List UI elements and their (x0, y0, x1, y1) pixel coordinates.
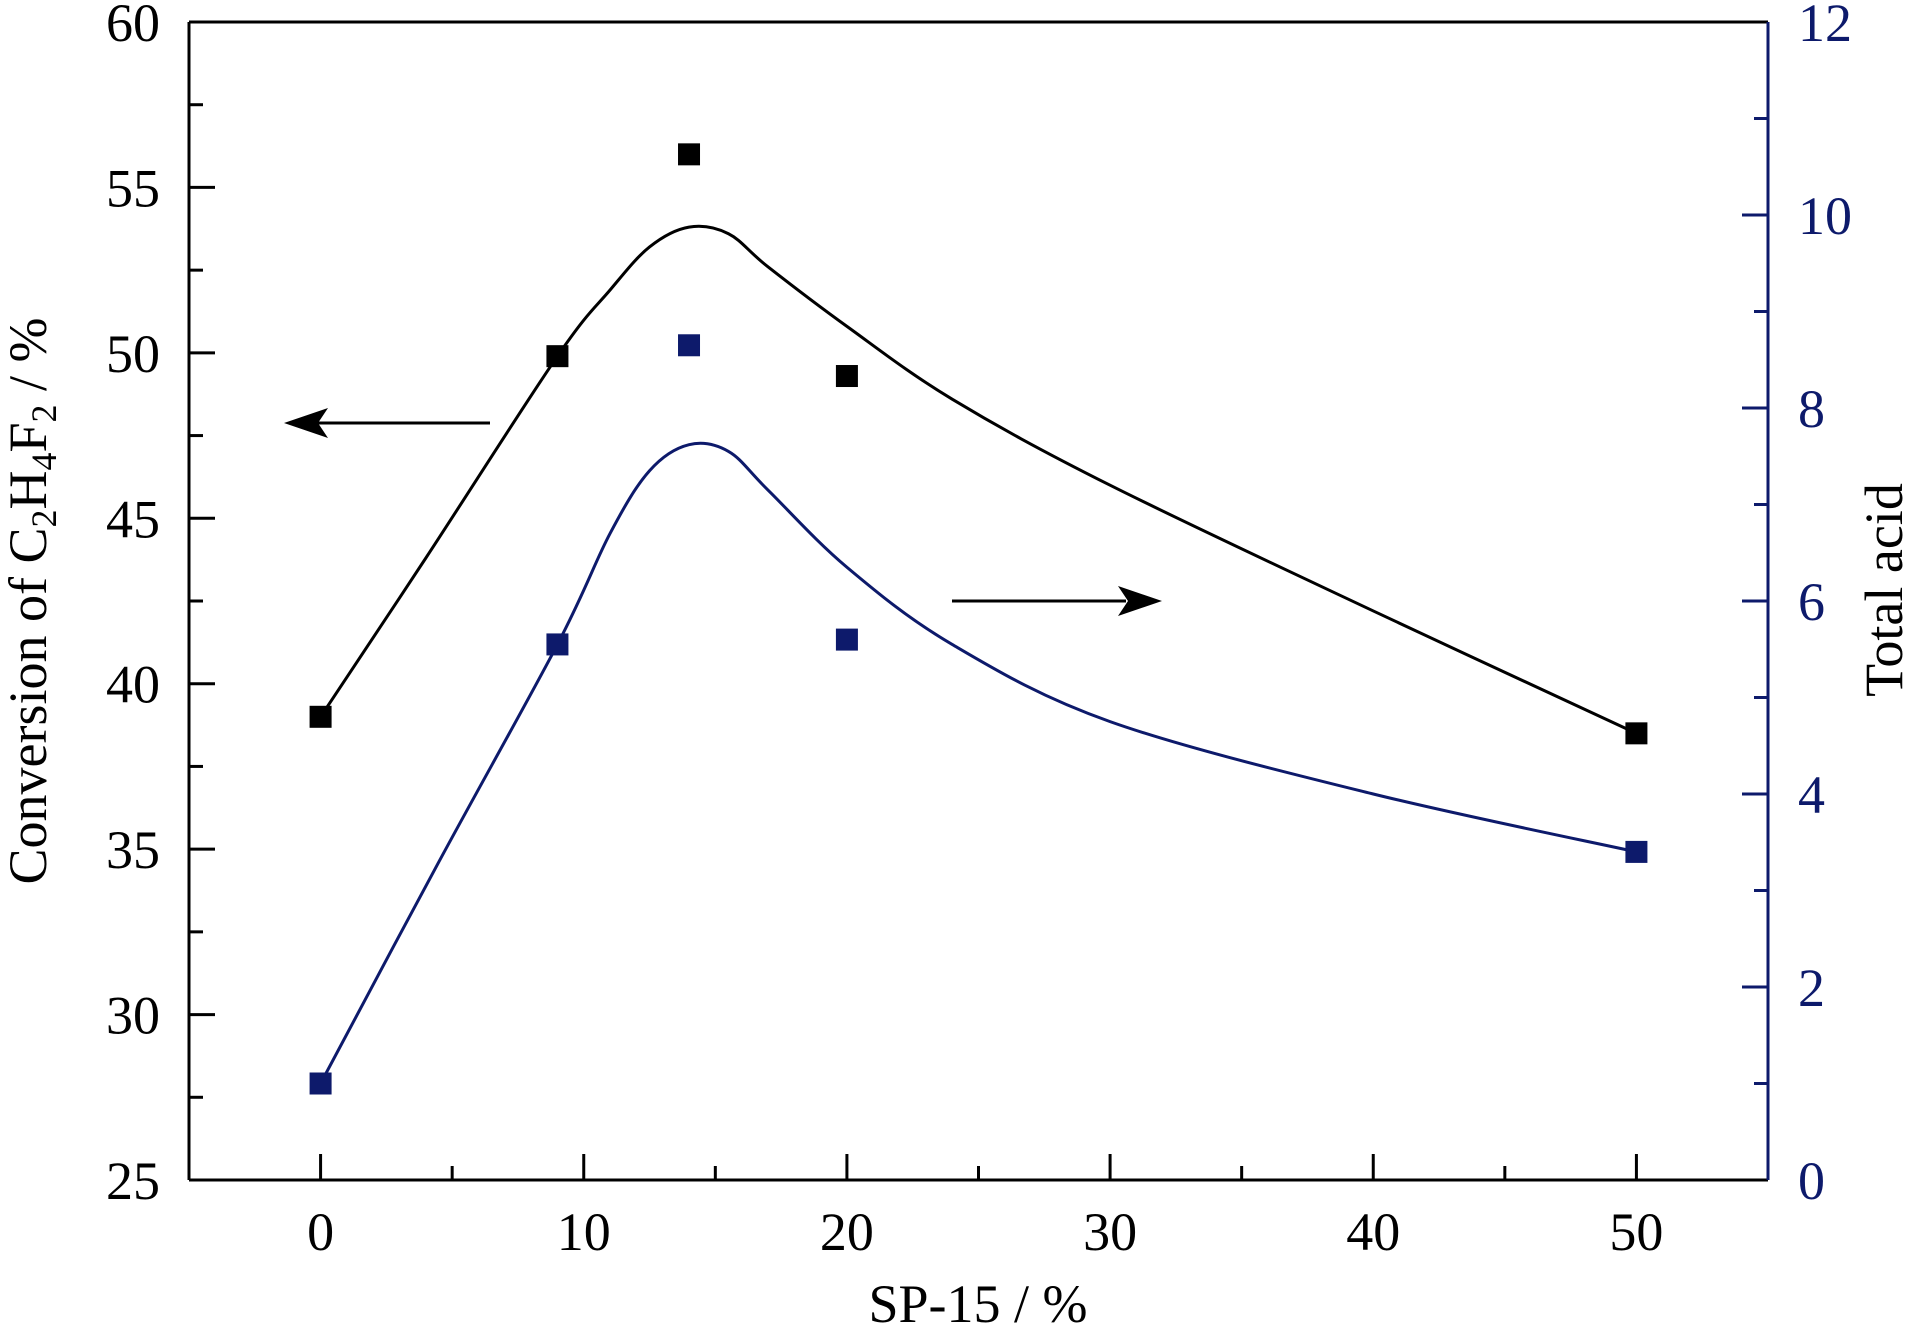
y-left-tick-label: 60 (106, 0, 160, 53)
points-layer (309, 143, 1648, 1095)
ylabel-tail: / % (0, 317, 58, 404)
x-tick-label: 0 (307, 1202, 334, 1262)
y-left-tick-label: 50 (106, 324, 160, 384)
series-1-curve (319, 224, 1638, 735)
series-2-point-1 (309, 1072, 332, 1095)
ylabel-sub2: 4 (24, 453, 64, 471)
x-tick-label: 40 (1346, 1202, 1400, 1262)
ylabel-mid1: H (0, 471, 58, 510)
series-2-point-5 (1625, 840, 1648, 863)
y-left-tick-label: 45 (106, 489, 160, 549)
x-tick-label: 30 (1083, 1202, 1137, 1262)
x-axis-title: SP-15 / % (868, 1274, 1087, 1332)
series-2-point-4 (835, 628, 858, 651)
y-right-tick-label: 12 (1798, 0, 1852, 53)
y-left-tick-label: 25 (106, 1151, 160, 1211)
x-tick-label: 50 (1609, 1202, 1663, 1262)
y-left-tick-label: 30 (106, 986, 160, 1046)
series-1-point-4 (835, 365, 858, 388)
left-y-axis-title: Conversion of C2H4F2 / % (0, 317, 64, 884)
ticks-layer: 0 10 20 30 40 50 25 30 35 40 45 50 55 60 0 2 4 6 8 10 12 (106, 0, 1852, 1262)
x-tick-label: 20 (820, 1202, 874, 1262)
y-right-tick-label: 0 (1798, 1151, 1825, 1211)
series-1-point-2 (546, 345, 569, 368)
y-left-tick-label: 55 (106, 158, 160, 218)
y-left-tick-label: 40 (106, 655, 160, 715)
series-2-point-3 (678, 334, 701, 357)
series-1-point-3 (678, 143, 701, 166)
y-right-tick-label: 8 (1798, 379, 1825, 439)
left-arrow-annotation (284, 408, 490, 438)
series-1-point-5 (1625, 722, 1648, 745)
x-tick-label: 10 (557, 1202, 611, 1262)
right-y-axis-title: Total acid (1854, 483, 1914, 697)
ylabel-sub1: 2 (24, 510, 64, 528)
y-right-tick-label: 6 (1798, 572, 1825, 632)
ylabel-mid2: F (0, 422, 58, 452)
series-2-point-2 (546, 633, 569, 656)
y-right-tick-label: 4 (1798, 765, 1825, 825)
ylabel-sub3: 2 (24, 404, 64, 422)
series-1-point-1 (309, 705, 332, 728)
series-2-curve (319, 441, 1637, 1085)
ylabel-base: Conversion of C (0, 528, 58, 885)
right-arrow-annotation (952, 586, 1162, 616)
y-left-tick-label: 35 (106, 820, 160, 880)
y-right-tick-label: 2 (1798, 958, 1825, 1018)
curves-layer (319, 224, 1638, 1085)
y-right-tick-label: 10 (1798, 186, 1852, 246)
